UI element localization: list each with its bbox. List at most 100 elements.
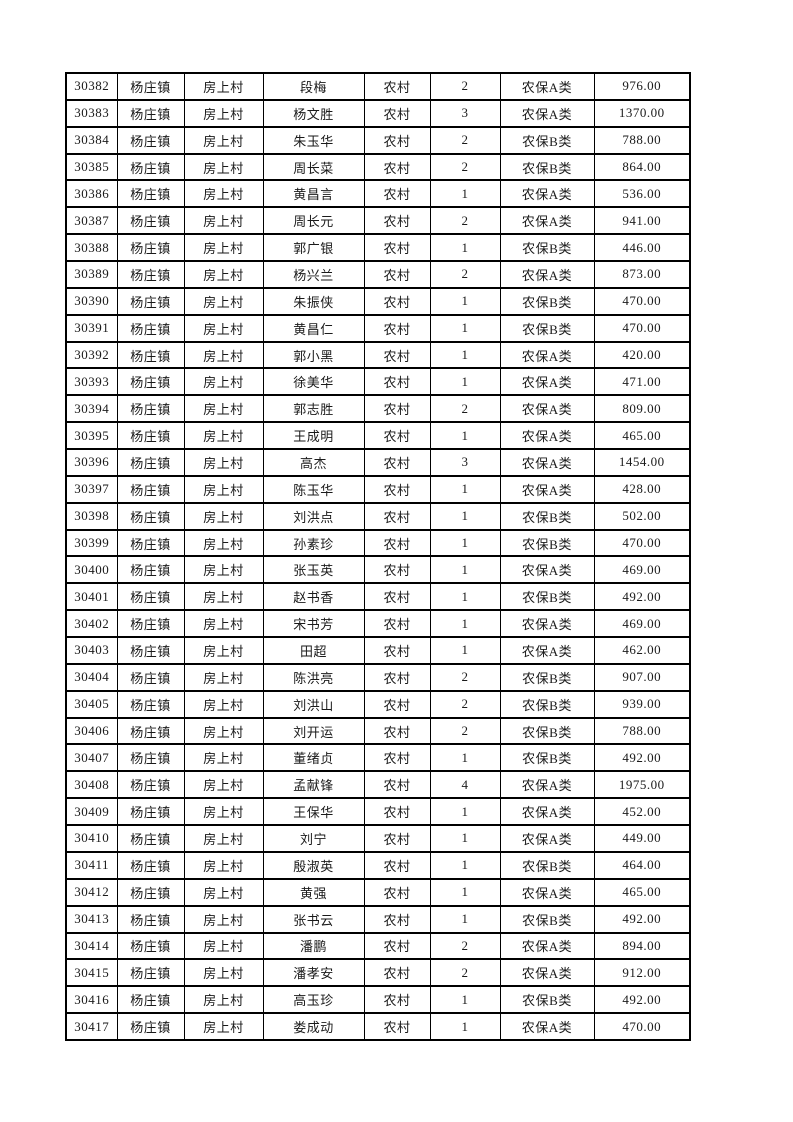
table-cell-person-name: 朱振侠 xyxy=(262,286,365,316)
table-cell-person-name: 张玉英 xyxy=(262,555,365,585)
table-row: 30390 杨庄镇 房上村 朱振侠 农村 1 农保B类 470.00 xyxy=(65,286,691,316)
table-row: 30406 杨庄镇 房上村 刘开运 农村 2 农保B类 788.00 xyxy=(65,716,691,746)
table-cell-village: 房上村 xyxy=(183,367,264,397)
table-cell-person-count: 1 xyxy=(429,555,501,585)
table-cell-residence-type: 农村 xyxy=(363,125,431,155)
table-cell-amount: 471.00 xyxy=(593,367,691,397)
table-cell-person-count: 2 xyxy=(429,662,501,692)
table-row: 30382 杨庄镇 房上村 段梅 农村 2 农保A类 976.00 xyxy=(65,72,691,101)
table-cell-amount: 1975.00 xyxy=(593,770,691,800)
table-cell-amount: 465.00 xyxy=(593,421,691,451)
table-cell-person-count: 1 xyxy=(429,985,501,1015)
table-cell-amount: 492.00 xyxy=(593,904,691,934)
table-cell-record-id: 30409 xyxy=(65,797,118,827)
table-cell-record-id: 30411 xyxy=(65,850,118,880)
table-cell-person-count: 1 xyxy=(429,582,501,612)
table-cell-insurance-class: 农保A类 xyxy=(499,609,595,639)
table-cell-person-name: 高杰 xyxy=(262,448,365,477)
table-cell-insurance-class: 农保A类 xyxy=(499,555,595,585)
table-cell-record-id: 30414 xyxy=(65,931,118,961)
table-cell-village: 房上村 xyxy=(183,877,264,907)
table-cell-village: 房上村 xyxy=(183,421,264,451)
table-cell-residence-type: 农村 xyxy=(363,313,431,343)
table-cell-town: 杨庄镇 xyxy=(116,636,185,665)
table-row: 30402 杨庄镇 房上村 宋书芳 农村 1 农保A类 469.00 xyxy=(65,609,691,639)
table-cell-record-id: 30404 xyxy=(65,662,118,692)
table-cell-record-id: 30385 xyxy=(65,152,118,182)
table-cell-person-name: 黄昌言 xyxy=(262,179,365,209)
table-cell-record-id: 30405 xyxy=(65,689,118,719)
table-cell-record-id: 30416 xyxy=(65,985,118,1015)
table-cell-residence-type: 农村 xyxy=(363,743,431,773)
table-cell-insurance-class: 农保A类 xyxy=(499,367,595,397)
table-cell-residence-type: 农村 xyxy=(363,206,431,236)
table-cell-village: 房上村 xyxy=(183,609,264,639)
table-cell-town: 杨庄镇 xyxy=(116,582,185,612)
table-cell-town: 杨庄镇 xyxy=(116,824,185,853)
table-cell-insurance-class: 农保B类 xyxy=(499,985,595,1015)
table-row: 30385 杨庄镇 房上村 周长菜 农村 2 农保B类 864.00 xyxy=(65,152,691,182)
insurance-payment-table: 30382 杨庄镇 房上村 段梅 农村 2 农保A类 976.00 30383 杨庄镇 房上村 杨文胜… xyxy=(65,72,691,1041)
table-cell-amount: 894.00 xyxy=(593,931,691,961)
table-cell-amount: 462.00 xyxy=(593,636,691,665)
table-cell-residence-type: 农村 xyxy=(363,98,431,128)
table-cell-amount: 452.00 xyxy=(593,797,691,827)
table-cell-person-name: 段梅 xyxy=(262,72,365,101)
table-cell-village: 房上村 xyxy=(183,125,264,155)
table-cell-insurance-class: 农保A类 xyxy=(499,72,595,101)
table-row: 30398 杨庄镇 房上村 刘洪点 农村 1 农保B类 502.00 xyxy=(65,501,691,531)
table-cell-insurance-class: 农保B类 xyxy=(499,125,595,155)
table-cell-village: 房上村 xyxy=(183,582,264,612)
table-cell-village: 房上村 xyxy=(183,474,264,504)
table-cell-person-name: 田超 xyxy=(262,636,365,665)
table-cell-person-name: 黄昌仁 xyxy=(262,313,365,343)
table-cell-town: 杨庄镇 xyxy=(116,931,185,961)
table-cell-town: 杨庄镇 xyxy=(116,233,185,263)
table-cell-residence-type: 农村 xyxy=(363,877,431,907)
table-cell-village: 房上村 xyxy=(183,98,264,128)
table-cell-insurance-class: 农保B类 xyxy=(499,582,595,612)
table-cell-person-name: 董绪贞 xyxy=(262,743,365,773)
table-cell-insurance-class: 农保B类 xyxy=(499,743,595,773)
table-cell-residence-type: 农村 xyxy=(363,958,431,988)
table-body: 30382 杨庄镇 房上村 段梅 农村 2 农保A类 976.00 30383 杨庄镇 房上村 杨文胜… xyxy=(65,72,691,1041)
table-cell-person-name: 郭小黑 xyxy=(262,340,365,370)
table-cell-residence-type: 农村 xyxy=(363,904,431,934)
table-cell-town: 杨庄镇 xyxy=(116,877,185,907)
table-cell-town: 杨庄镇 xyxy=(116,98,185,128)
table-cell-village: 房上村 xyxy=(183,850,264,880)
table-row: 30399 杨庄镇 房上村 孙素珍 农村 1 农保B类 470.00 xyxy=(65,528,691,558)
table-cell-village: 房上村 xyxy=(183,1012,264,1041)
table-cell-insurance-class: 农保B类 xyxy=(499,850,595,880)
table-row: 30409 杨庄镇 房上村 王保华 农村 1 农保A类 452.00 xyxy=(65,797,691,827)
table-cell-person-name: 赵书香 xyxy=(262,582,365,612)
table-cell-person-count: 3 xyxy=(429,448,501,477)
table-cell-town: 杨庄镇 xyxy=(116,528,185,558)
table-cell-amount: 446.00 xyxy=(593,233,691,263)
table-cell-record-id: 30408 xyxy=(65,770,118,800)
table-cell-residence-type: 农村 xyxy=(363,609,431,639)
table-cell-insurance-class: 农保B类 xyxy=(499,716,595,746)
table-cell-village: 房上村 xyxy=(183,206,264,236)
table-cell-insurance-class: 农保A类 xyxy=(499,394,595,424)
table-cell-person-count: 1 xyxy=(429,609,501,639)
table-row: 30403 杨庄镇 房上村 田超 农村 1 农保A类 462.00 xyxy=(65,636,691,665)
table-row: 30417 杨庄镇 房上村 娄成动 农村 1 农保A类 470.00 xyxy=(65,1012,691,1041)
table-cell-residence-type: 农村 xyxy=(363,528,431,558)
table-cell-person-name: 孟献锋 xyxy=(262,770,365,800)
table-cell-person-name: 陈洪亮 xyxy=(262,662,365,692)
table-cell-person-name: 陈玉华 xyxy=(262,474,365,504)
table-row: 30400 杨庄镇 房上村 张玉英 农村 1 农保A类 469.00 xyxy=(65,555,691,585)
table-cell-village: 房上村 xyxy=(183,233,264,263)
table-cell-person-name: 张书云 xyxy=(262,904,365,934)
table-row: 30389 杨庄镇 房上村 杨兴兰 农村 2 农保A类 873.00 xyxy=(65,260,691,289)
table-cell-person-name: 刘洪山 xyxy=(262,689,365,719)
table-cell-town: 杨庄镇 xyxy=(116,421,185,451)
table-row: 30393 杨庄镇 房上村 徐美华 农村 1 农保A类 471.00 xyxy=(65,367,691,397)
table-cell-amount: 492.00 xyxy=(593,743,691,773)
table-row: 30395 杨庄镇 房上村 王成明 农村 1 农保A类 465.00 xyxy=(65,421,691,451)
table-cell-town: 杨庄镇 xyxy=(116,1012,185,1041)
table-cell-record-id: 30382 xyxy=(65,72,118,101)
table-cell-record-id: 30402 xyxy=(65,609,118,639)
